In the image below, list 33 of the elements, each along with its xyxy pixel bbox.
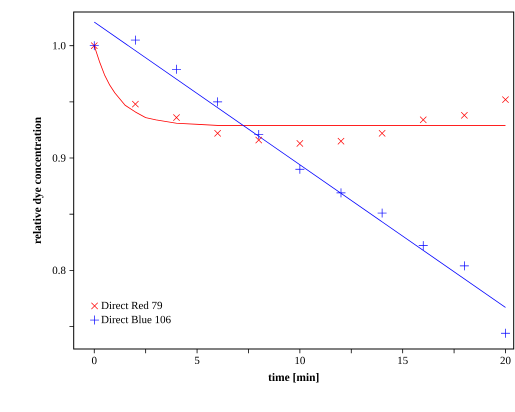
y-tick-label: 0.9: [52, 154, 66, 162]
point: [296, 140, 304, 147]
x-tick-label: 20: [500, 356, 511, 364]
point: [255, 136, 262, 144]
point: [377, 208, 387, 218]
x-tick-label: 10: [295, 356, 305, 364]
point: [418, 240, 428, 250]
point: [254, 130, 264, 140]
point: [214, 130, 222, 137]
point: [295, 164, 305, 174]
point: [460, 112, 468, 119]
y-tick-label: 1.0: [53, 42, 66, 50]
point: [336, 188, 346, 198]
point: [172, 114, 180, 122]
legend-label: Direct Blue 106: [101, 316, 171, 324]
point: [132, 100, 139, 108]
point: [130, 35, 140, 45]
x-tick-label: 0: [92, 356, 97, 364]
point: [337, 138, 345, 145]
legend-label: Direct Red 79: [101, 301, 162, 310]
line-series: [94, 45, 506, 126]
x-tick-label: 15: [398, 356, 408, 364]
point: [172, 64, 182, 74]
point: [500, 328, 510, 338]
y-axis-title: relative dye concentration: [32, 117, 44, 244]
point: [460, 261, 470, 271]
point: [378, 130, 386, 137]
point: [212, 97, 222, 107]
point: [502, 96, 509, 104]
point: [420, 116, 427, 124]
y-tick-label: 0.8: [52, 266, 66, 274]
x-axis-title: time [min]: [268, 372, 318, 382]
x-tick-label: 5: [194, 356, 200, 364]
